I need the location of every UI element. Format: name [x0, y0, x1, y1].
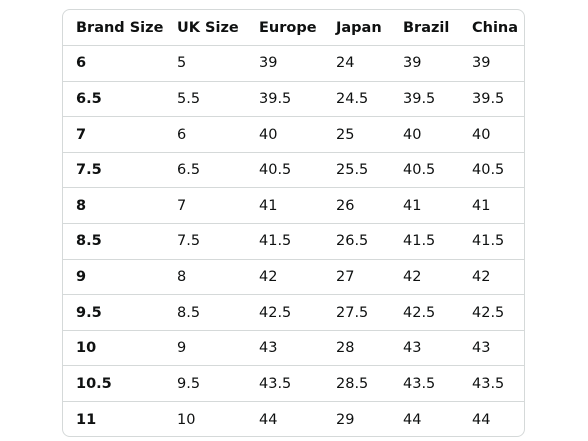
cell-brazil: 39.5	[390, 81, 459, 118]
cell-brazil: 44	[403, 411, 422, 428]
cell-brand-size: 8.5	[63, 223, 164, 260]
cell-japan: 25.5	[323, 152, 390, 189]
table-row: 10 9 43 28 43 43	[63, 330, 524, 367]
cell-japan: 24	[323, 45, 390, 82]
cell-europe: 44	[259, 411, 278, 428]
cell-uk-size: 6.5	[164, 152, 246, 189]
cell-europe: 41.5	[246, 223, 323, 260]
size-chart-header: Brand Size UK Size Europe Japan Brazil C…	[63, 10, 524, 47]
cell-china: 42	[459, 259, 524, 296]
cell-brazil: 42	[390, 259, 459, 296]
cell-europe: 42.5	[246, 294, 323, 331]
size-chart-body: 6 5 39 24 39 39 6.5 5.5 39.5 24.5 39.5 39.5 7 6 40 25 40…	[63, 45, 524, 436]
cell-japan: 26.5	[323, 223, 390, 260]
table-row: 10.5 9.5 43.5 28.5 43.5 43.5	[63, 365, 524, 403]
header-row: Brand Size UK Size Europe Japan Brazil C…	[63, 10, 524, 47]
table-row: 8 7 41 26 41 41	[63, 187, 524, 225]
cell-brand-size: 11	[76, 411, 97, 428]
cell-europe: 40	[246, 116, 323, 153]
cell-brand-size: 6	[63, 45, 164, 82]
cell-uk-size: 8.5	[164, 294, 246, 331]
cell-brand-size: 9.5	[63, 294, 164, 331]
cell-china: 41	[459, 187, 524, 225]
cell-japan: 26	[323, 187, 390, 225]
table-row: 9 8 42 27 42 42	[63, 259, 524, 296]
cell-brazil: 41.5	[390, 223, 459, 260]
cell-china: 39	[459, 45, 524, 82]
cell-europe: 43.5	[246, 365, 323, 403]
cell-china: 44	[472, 411, 491, 428]
cell-uk-size: 5.5	[164, 81, 246, 118]
cell-brazil: 40.5	[390, 152, 459, 189]
cell-brazil: 43	[390, 330, 459, 367]
cell-brazil: 43.5	[390, 365, 459, 403]
table-row: 11 10 44 29 44 44	[63, 402, 524, 436]
table-row: 9.5 8.5 42.5 27.5 42.5 42.5	[63, 294, 524, 331]
cell-japan: 28.5	[323, 365, 390, 403]
size-chart-table: Brand Size UK Size Europe Japan Brazil C…	[63, 10, 524, 436]
cell-china: 42.5	[459, 294, 524, 331]
cell-china: 40.5	[459, 152, 524, 189]
cell-china: 39.5	[459, 81, 524, 118]
cell-europe: 39.5	[246, 81, 323, 118]
table-row: 7 6 40 25 40 40	[63, 116, 524, 153]
cell-uk-size: 8	[164, 259, 246, 296]
cell-brazil: 39	[390, 45, 459, 82]
cell-china: 43.5	[459, 365, 524, 403]
header-europe: Europe	[246, 10, 323, 47]
header-japan: Japan	[323, 10, 390, 47]
header-brand-size: Brand Size	[63, 10, 164, 47]
cell-japan: 27.5	[323, 294, 390, 331]
table-row: 7.5 6.5 40.5 25.5 40.5 40.5	[63, 152, 524, 189]
header-uk-size: UK Size	[164, 10, 246, 47]
table-row: 6 5 39 24 39 39	[63, 45, 524, 82]
cell-brand-size: 7	[63, 116, 164, 153]
cell-brand-size: 6.5	[63, 81, 164, 118]
cell-japan: 28	[323, 330, 390, 367]
cell-japan: 24.5	[323, 81, 390, 118]
cell-europe: 41	[246, 187, 323, 225]
cell-brazil: 42.5	[390, 294, 459, 331]
cell-uk-size: 10	[177, 411, 196, 428]
cell-europe: 39	[246, 45, 323, 82]
cell-brand-size: 8	[63, 187, 164, 225]
cell-china: 41.5	[459, 223, 524, 260]
cell-brazil: 40	[390, 116, 459, 153]
cell-brand-size: 9	[63, 259, 164, 296]
cell-uk-size: 7	[164, 187, 246, 225]
cell-japan: 27	[323, 259, 390, 296]
cell-europe: 42	[246, 259, 323, 296]
header-china: China	[459, 10, 524, 47]
size-chart-container: Brand Size UK Size Europe Japan Brazil C…	[62, 9, 525, 437]
cell-china: 43	[459, 330, 524, 367]
cell-japan: 25	[323, 116, 390, 153]
cell-uk-size: 6	[164, 116, 246, 153]
cell-uk-size: 9	[164, 330, 246, 367]
cell-brand-size: 10	[63, 330, 164, 367]
cell-uk-size: 7.5	[164, 223, 246, 260]
cell-europe: 40.5	[246, 152, 323, 189]
cell-china: 40	[459, 116, 524, 153]
cell-europe: 43	[246, 330, 323, 367]
cell-uk-size: 5	[164, 45, 246, 82]
table-row: 8.5 7.5 41.5 26.5 41.5 41.5	[63, 223, 524, 260]
cell-brand-size: 10.5	[63, 365, 164, 403]
cell-brand-size: 7.5	[63, 152, 164, 189]
cell-japan: 29	[336, 411, 355, 428]
header-brazil: Brazil	[390, 10, 459, 47]
table-row: 6.5 5.5 39.5 24.5 39.5 39.5	[63, 81, 524, 118]
cell-uk-size: 9.5	[164, 365, 246, 403]
cell-brazil: 41	[390, 187, 459, 225]
